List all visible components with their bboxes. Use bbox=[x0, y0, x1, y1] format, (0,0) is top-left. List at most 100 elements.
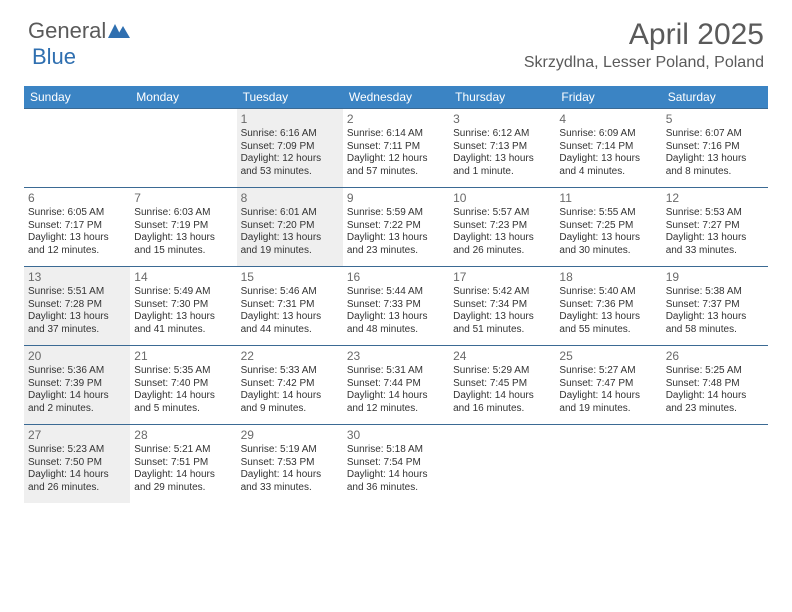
sunset-text: Sunset: 7:40 PM bbox=[134, 378, 232, 391]
day-cell: 13Sunrise: 5:51 AMSunset: 7:28 PMDayligh… bbox=[24, 267, 130, 345]
daylight1-text: Daylight: 13 hours bbox=[347, 232, 445, 245]
daylight2-text: and 30 minutes. bbox=[559, 245, 657, 258]
sunrise-text: Sunrise: 5:53 AM bbox=[666, 207, 764, 220]
sunrise-text: Sunrise: 5:46 AM bbox=[241, 286, 339, 299]
sunset-text: Sunset: 7:37 PM bbox=[666, 299, 764, 312]
day-cell: 6Sunrise: 6:05 AMSunset: 7:17 PMDaylight… bbox=[24, 188, 130, 266]
sunrise-text: Sunrise: 5:23 AM bbox=[28, 444, 126, 457]
day-number: 25 bbox=[559, 349, 657, 363]
day-cell: 11Sunrise: 5:55 AMSunset: 7:25 PMDayligh… bbox=[555, 188, 661, 266]
sunset-text: Sunset: 7:19 PM bbox=[134, 220, 232, 233]
daylight2-text: and 2 minutes. bbox=[28, 403, 126, 416]
day-cell: 2Sunrise: 6:14 AMSunset: 7:11 PMDaylight… bbox=[343, 109, 449, 187]
sunrise-text: Sunrise: 5:18 AM bbox=[347, 444, 445, 457]
daylight1-text: Daylight: 13 hours bbox=[666, 311, 764, 324]
daylight2-text: and 15 minutes. bbox=[134, 245, 232, 258]
daylight1-text: Daylight: 14 hours bbox=[134, 469, 232, 482]
day-cell: 24Sunrise: 5:29 AMSunset: 7:45 PMDayligh… bbox=[449, 346, 555, 424]
day-number: 27 bbox=[28, 428, 126, 442]
day-number: 23 bbox=[347, 349, 445, 363]
daylight2-text: and 44 minutes. bbox=[241, 324, 339, 337]
daylight1-text: Daylight: 14 hours bbox=[559, 390, 657, 403]
sunrise-text: Sunrise: 5:38 AM bbox=[666, 286, 764, 299]
day-cell: 25 Sunrise: 5:27 AMSunset: 7:47 PMDayligh… bbox=[555, 346, 661, 424]
day-number: 26 bbox=[666, 349, 764, 363]
day-cell: 4Sunrise: 6:09 AMSunset: 7:14 PMDaylight… bbox=[555, 109, 661, 187]
sunset-text: Sunset: 7:14 PM bbox=[559, 141, 657, 154]
sunset-text: Sunset: 7:13 PM bbox=[453, 141, 551, 154]
day-number: 11 bbox=[559, 191, 657, 205]
sunset-text: Sunset: 7:11 PM bbox=[347, 141, 445, 154]
week-row: 6Sunrise: 6:05 AMSunset: 7:17 PMDaylight… bbox=[24, 187, 768, 266]
day-number: 8 bbox=[241, 191, 339, 205]
day-cell: 22Sunrise: 5:33 AMSunset: 7:42 PMDayligh… bbox=[237, 346, 343, 424]
week-row: 20Sunrise: 5:36 AMSunset: 7:39 PMDayligh… bbox=[24, 345, 768, 424]
daylight2-text: and 37 minutes. bbox=[28, 324, 126, 337]
daylight1-text: Daylight: 13 hours bbox=[28, 311, 126, 324]
day-cell: 16Sunrise: 5:44 AMSunset: 7:33 PMDayligh… bbox=[343, 267, 449, 345]
daylight1-text: Daylight: 13 hours bbox=[241, 232, 339, 245]
daylight2-text: and 48 minutes. bbox=[347, 324, 445, 337]
day-cell: 27Sunrise: 5:23 AMSunset: 7:50 PMDayligh… bbox=[24, 425, 130, 503]
day-number: 30 bbox=[347, 428, 445, 442]
day-cell bbox=[24, 109, 130, 187]
day-number: 21 bbox=[134, 349, 232, 363]
daylight1-text: Daylight: 13 hours bbox=[559, 311, 657, 324]
daylight1-text: Daylight: 14 hours bbox=[28, 469, 126, 482]
daylight1-text: Daylight: 13 hours bbox=[453, 232, 551, 245]
sunset-text: Sunset: 7:36 PM bbox=[559, 299, 657, 312]
sunrise-text: Sunrise: 5:19 AM bbox=[241, 444, 339, 457]
sunrise-text: Sunrise: 5:36 AM bbox=[28, 365, 126, 378]
sunrise-text: Sunrise: 6:09 AM bbox=[559, 128, 657, 141]
daylight1-text: Daylight: 14 hours bbox=[347, 390, 445, 403]
sunrise-text: Sunrise: 5:40 AM bbox=[559, 286, 657, 299]
sunset-text: Sunset: 7:47 PM bbox=[559, 378, 657, 391]
sunset-text: Sunset: 7:51 PM bbox=[134, 457, 232, 470]
daylight1-text: Daylight: 14 hours bbox=[134, 390, 232, 403]
daylight1-text: Daylight: 13 hours bbox=[453, 153, 551, 166]
sunrise-text: Sunrise: 5:49 AM bbox=[134, 286, 232, 299]
sunrise-text: Sunrise: 6:03 AM bbox=[134, 207, 232, 220]
daylight1-text: Daylight: 14 hours bbox=[347, 469, 445, 482]
sunrise-text: Sunrise: 5:29 AM bbox=[453, 365, 551, 378]
day-number: 22 bbox=[241, 349, 339, 363]
sunrise-text: Sunrise: 5:55 AM bbox=[559, 207, 657, 220]
sunrise-text: Sunrise: 5:51 AM bbox=[28, 286, 126, 299]
day-number: 1 bbox=[241, 112, 339, 126]
day-cell: 3Sunrise: 6:12 AMSunset: 7:13 PMDaylight… bbox=[449, 109, 555, 187]
daylight2-text: and 51 minutes. bbox=[453, 324, 551, 337]
month-title: April 2025 bbox=[524, 18, 764, 52]
week-row: 1Sunrise: 6:16 AMSunset: 7:09 PMDaylight… bbox=[24, 108, 768, 187]
daylight2-text: and 58 minutes. bbox=[666, 324, 764, 337]
day-cell: 5Sunrise: 6:07 AMSunset: 7:16 PMDaylight… bbox=[662, 109, 768, 187]
sunset-text: Sunset: 7:30 PM bbox=[134, 299, 232, 312]
daylight1-text: Daylight: 13 hours bbox=[666, 232, 764, 245]
sunset-text: Sunset: 7:25 PM bbox=[559, 220, 657, 233]
day-cell bbox=[449, 425, 555, 503]
daylight2-text: and 12 minutes. bbox=[347, 403, 445, 416]
sunset-text: Sunset: 7:34 PM bbox=[453, 299, 551, 312]
sunset-text: Sunset: 7:31 PM bbox=[241, 299, 339, 312]
day-cell: 10Sunrise: 5:57 AMSunset: 7:23 PMDayligh… bbox=[449, 188, 555, 266]
sunset-text: Sunset: 7:27 PM bbox=[666, 220, 764, 233]
sunset-text: Sunset: 7:54 PM bbox=[347, 457, 445, 470]
day-cell bbox=[662, 425, 768, 503]
day-number: 14 bbox=[134, 270, 232, 284]
sunrise-text: Sunrise: 5:27 AM bbox=[559, 365, 657, 378]
day-number: 29 bbox=[241, 428, 339, 442]
page-header: General April 2025 Skrzydlna, Lesser Pol… bbox=[0, 0, 792, 78]
sunset-text: Sunset: 7:48 PM bbox=[666, 378, 764, 391]
day-number: 12 bbox=[666, 191, 764, 205]
daylight2-text: and 41 minutes. bbox=[134, 324, 232, 337]
day-cell: 23Sunrise: 5:31 AMSunset: 7:44 PMDayligh… bbox=[343, 346, 449, 424]
daylight1-text: Daylight: 14 hours bbox=[241, 469, 339, 482]
day-number: 2 bbox=[347, 112, 445, 126]
sunrise-text: Sunrise: 5:31 AM bbox=[347, 365, 445, 378]
day-number: 5 bbox=[666, 112, 764, 126]
daylight2-text: and 19 minutes. bbox=[241, 245, 339, 258]
day-number: 16 bbox=[347, 270, 445, 284]
day-header-sat: Saturday bbox=[662, 86, 768, 108]
day-cell: 19Sunrise: 5:38 AMSunset: 7:37 PMDayligh… bbox=[662, 267, 768, 345]
daylight2-text: and 12 minutes. bbox=[28, 245, 126, 258]
day-number: 3 bbox=[453, 112, 551, 126]
